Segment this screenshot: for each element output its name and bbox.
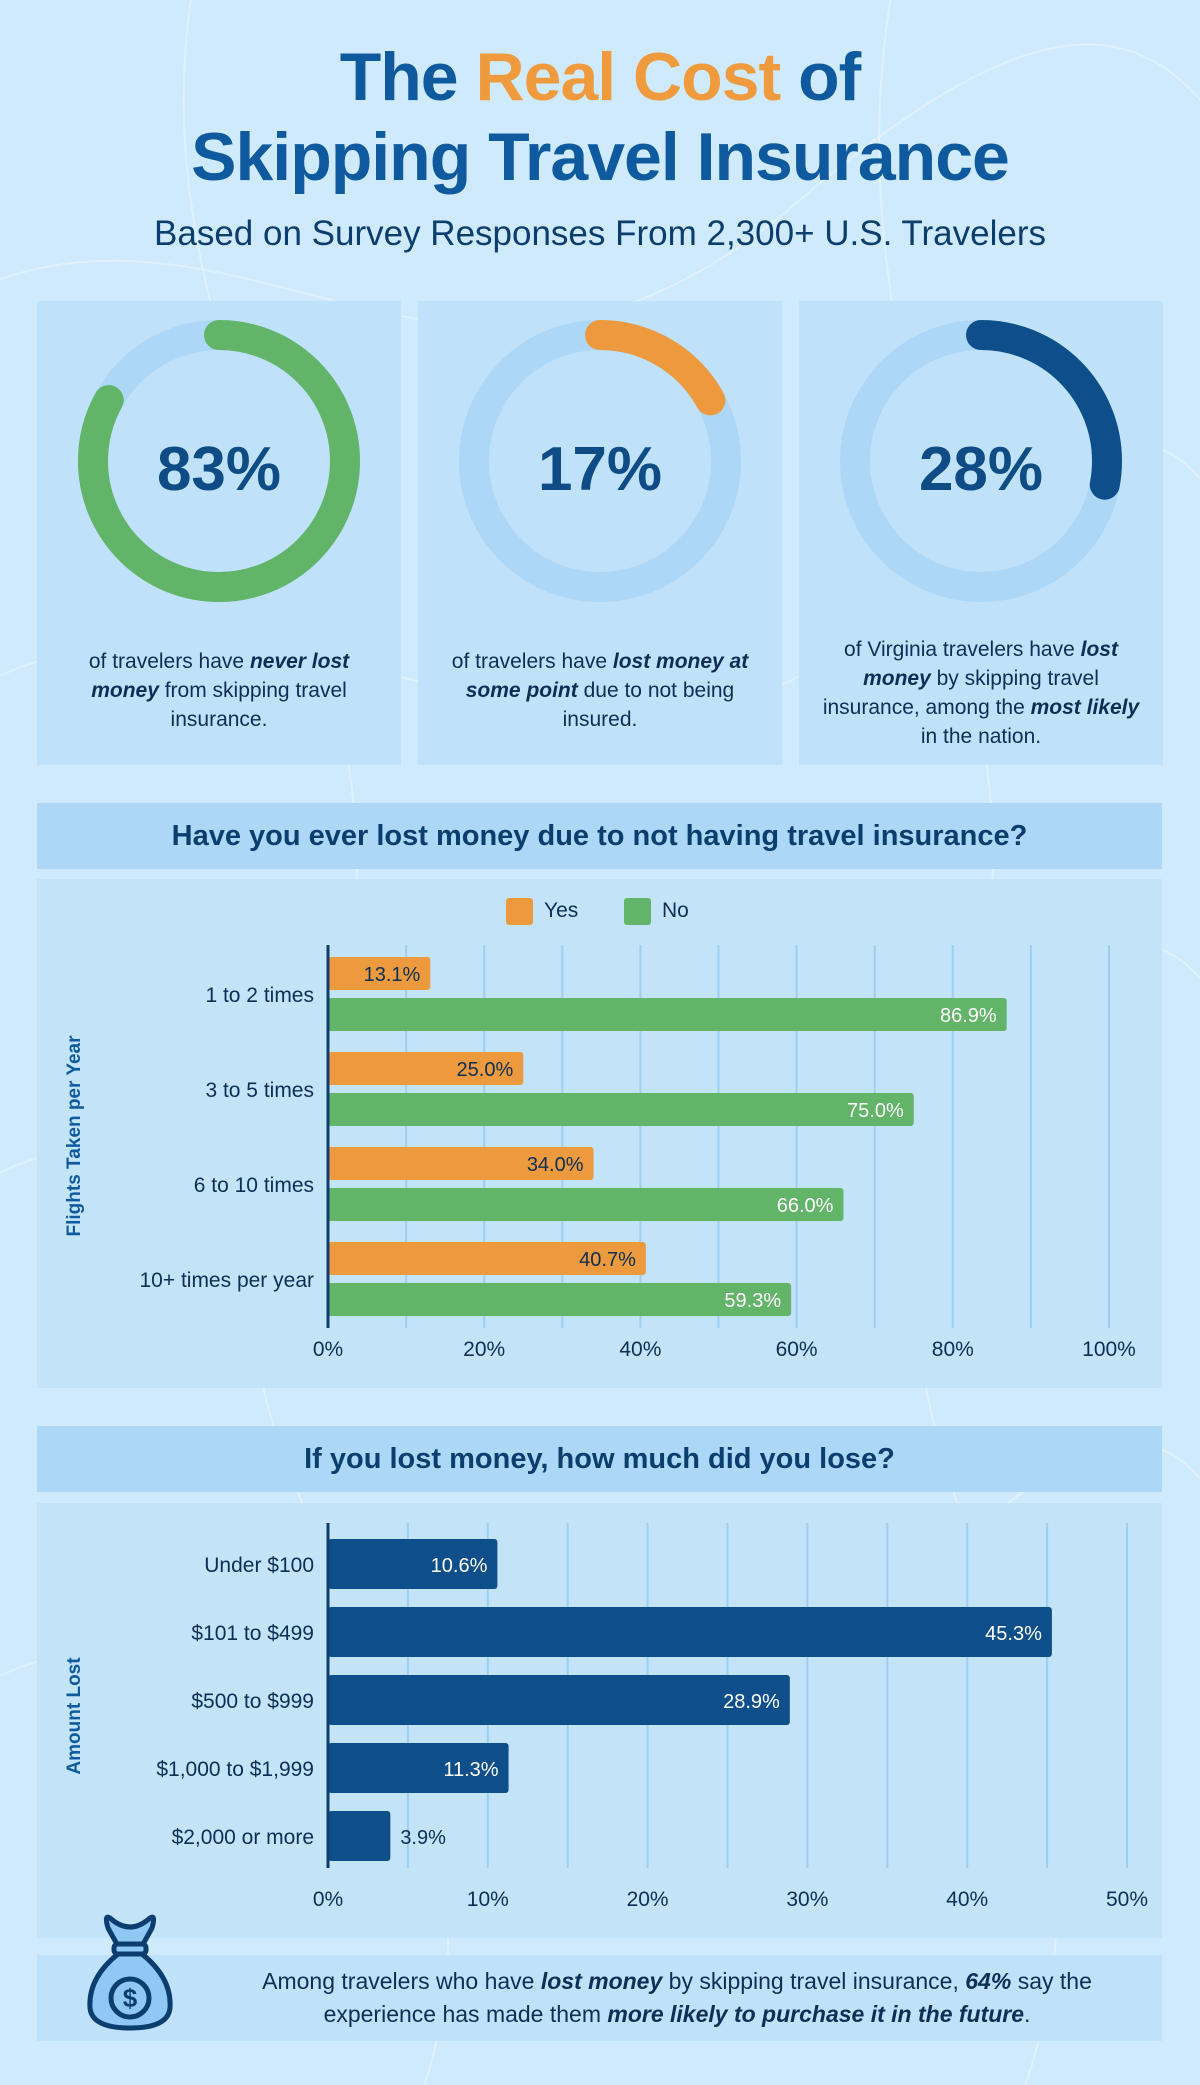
x-tick-label: 0%: [313, 1888, 343, 1911]
emphasis-text: never lost money: [91, 650, 350, 702]
text-segment: by skipping travel insurance,: [662, 1968, 966, 1994]
category-label: $101 to $499: [191, 1622, 314, 1645]
bar-no: [328, 998, 1007, 1031]
chart-1-header: Have you ever lost money due to not havi…: [37, 803, 1162, 869]
text-segment: due to not being insured.: [562, 679, 735, 731]
page-title-line-2: Skipping Travel Insurance: [191, 119, 1010, 195]
x-tick-label: 100%: [1082, 1338, 1136, 1361]
stat-card-text: of travelers have lost money at some poi…: [436, 647, 764, 734]
data-label: 3.9%: [400, 1827, 446, 1849]
bottom-note: Among travelers who have lost money by s…: [37, 1955, 1162, 2041]
emphasis-text: lost money at some point: [465, 650, 749, 702]
data-label-no: 86.9%: [940, 1005, 997, 1027]
legend-label-yes: Yes: [544, 899, 579, 922]
category-label: Under $100: [204, 1554, 314, 1577]
bar-yes: [328, 1052, 524, 1085]
data-label: 11.3%: [443, 1759, 498, 1781]
money-bag-symbol: $: [123, 1983, 138, 2013]
bar: [328, 1675, 790, 1725]
data-label: 45.3%: [985, 1623, 1042, 1645]
title-pre: The: [339, 39, 476, 115]
category-label: 10+ times per year: [139, 1269, 314, 1292]
x-tick-label: 40%: [619, 1338, 661, 1361]
money-bag-icon: $: [87, 1914, 173, 2031]
stat-card-text: of travelers have never lost money from …: [55, 647, 383, 734]
category-label: $2,000 or more: [172, 1826, 314, 1849]
bar-yes: [328, 957, 431, 990]
donut-value: 17%: [537, 435, 663, 504]
stat-card-lost-money: 17% of travelers have lost money at some…: [418, 301, 782, 765]
text-segment: of travelers have: [451, 650, 613, 673]
donut-chart: [78, 320, 360, 602]
donut-chart: [840, 320, 1122, 602]
bar-no: [328, 1283, 792, 1316]
donut-chart: [459, 320, 741, 602]
emphasis-text: lost money: [863, 638, 1118, 690]
text-segment: .: [1024, 2001, 1031, 2027]
x-tick-label: 80%: [932, 1338, 974, 1361]
donut-arc: [840, 320, 1122, 602]
donut-arc: [459, 320, 741, 602]
x-tick-label: 50%: [1106, 1888, 1148, 1911]
title-post: of: [780, 39, 861, 115]
stat-card-text: of Virginia travelers have lost money by…: [817, 635, 1145, 751]
category-label: 1 to 2 times: [205, 984, 314, 1007]
donut-value: 83%: [156, 435, 282, 504]
data-label-yes: 13.1%: [364, 964, 421, 986]
data-label-yes: 34.0%: [527, 1154, 584, 1176]
legend-swatch-yes: [506, 898, 533, 925]
legend-label-no: No: [662, 899, 689, 922]
category-label: 6 to 10 times: [194, 1174, 314, 1197]
bar: [328, 1607, 1052, 1657]
bar-no: [328, 1093, 914, 1126]
x-tick-label: 30%: [786, 1888, 828, 1911]
data-label-no: 66.0%: [777, 1195, 834, 1217]
x-tick-label: 10%: [467, 1888, 509, 1911]
page-title-line-1: The Real Cost of: [0, 38, 1200, 116]
data-label: 28.9%: [723, 1691, 780, 1713]
bar: [328, 1811, 391, 1861]
donut-value: 28%: [918, 435, 1044, 504]
text-segment: in the nation.: [920, 725, 1042, 748]
category-label: $500 to $999: [191, 1690, 314, 1713]
x-tick-label: 20%: [463, 1338, 505, 1361]
bar-no: [328, 1188, 844, 1221]
stat-card-virginia: 28% of Virginia travelers have lost mone…: [799, 301, 1163, 765]
data-label-no: 59.3%: [724, 1290, 781, 1312]
category-label: $1,000 to $1,999: [156, 1758, 314, 1781]
x-tick-label: 60%: [776, 1338, 818, 1361]
text-segment: from skipping travel insurance.: [158, 679, 347, 731]
emphasis-text: most likely: [1030, 696, 1140, 719]
text-segment: of Virginia travelers have: [844, 638, 1081, 661]
emphasis-text: more likely to purchase it in the future: [607, 2001, 1025, 2027]
donut-arc: [78, 320, 360, 602]
x-tick-label: 0%: [313, 1338, 343, 1361]
data-label: 10.6%: [431, 1555, 488, 1577]
data-label-no: 75.0%: [847, 1100, 904, 1122]
data-label-yes: 40.7%: [579, 1249, 636, 1271]
emphasis-text: 64%: [965, 1968, 1012, 1994]
text-segment: say the experience has made them: [323, 1968, 1092, 2027]
emphasis-text: lost money: [540, 1968, 663, 1994]
bar: [328, 1743, 509, 1793]
page-subtitle: Based on Survey Responses From 2,300+ U.…: [154, 214, 1046, 253]
x-tick-label: 20%: [627, 1888, 669, 1911]
bar: [328, 1539, 498, 1589]
bottom-note-text: Among travelers who have lost money by s…: [207, 1965, 1147, 2031]
category-label: 3 to 5 times: [205, 1079, 314, 1102]
legend-swatch-no: [624, 898, 651, 925]
text-segment: Among travelers who have: [262, 1968, 541, 1994]
stat-card-never-lost: 83% of travelers have never lost money f…: [37, 301, 401, 765]
text-segment: by skipping travel insurance, among the: [822, 667, 1099, 719]
chart-2-header: If you lost money, how much did you lose…: [37, 1426, 1162, 1492]
bar-yes: [328, 1242, 646, 1275]
bar-yes: [328, 1147, 594, 1180]
text-segment: of travelers have: [88, 650, 250, 673]
data-label-yes: 25.0%: [457, 1059, 514, 1081]
title-accent: Real Cost: [475, 39, 782, 115]
x-tick-label: 40%: [946, 1888, 988, 1911]
